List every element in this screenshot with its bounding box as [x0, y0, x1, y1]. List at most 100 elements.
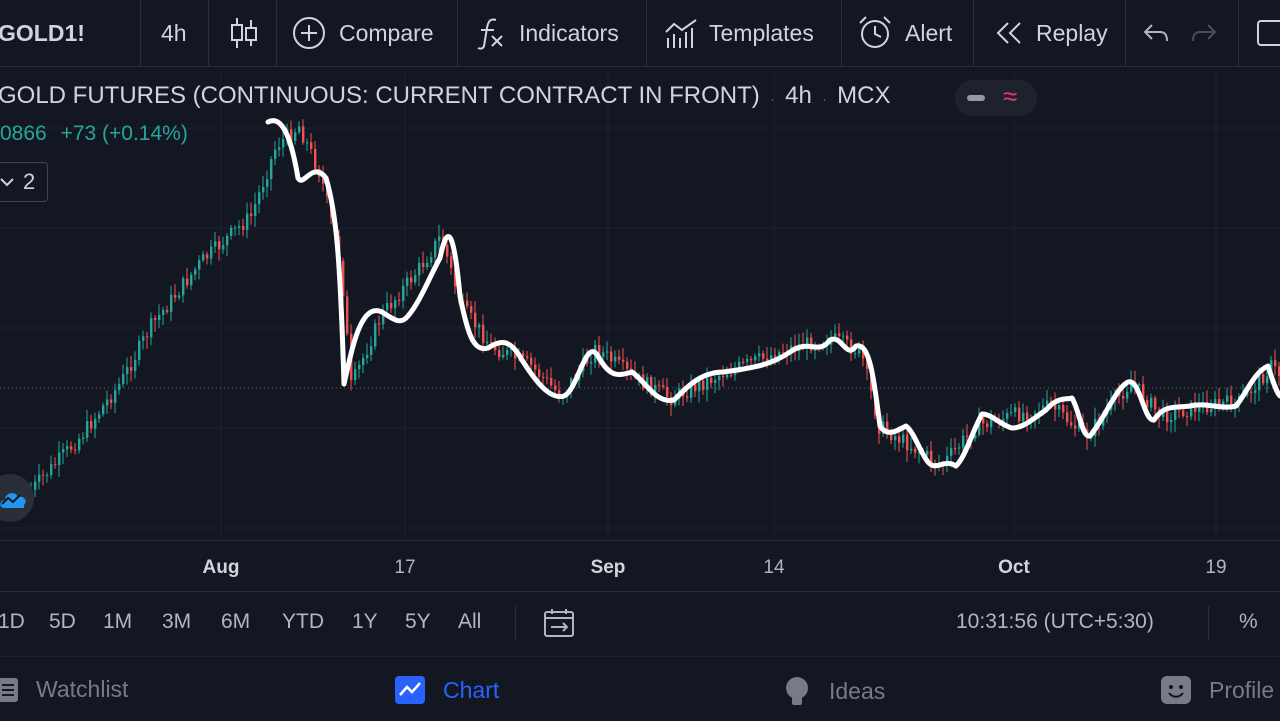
- range-5y[interactable]: 5Y: [405, 610, 431, 633]
- candle-body: [114, 390, 117, 403]
- candle-body: [618, 356, 621, 360]
- candle-body: [74, 449, 77, 451]
- nav-chart[interactable]: Chart: [395, 676, 499, 704]
- candle-body: [402, 285, 405, 301]
- candle-body: [130, 367, 133, 371]
- candle-body: [410, 277, 413, 283]
- percent-toggle[interactable]: %: [1239, 610, 1258, 633]
- calendar-arrow-icon: [544, 609, 574, 637]
- candle-body: [746, 359, 749, 362]
- range-5d[interactable]: 5D: [49, 610, 76, 633]
- candle-body: [890, 432, 893, 441]
- candle-body: [54, 464, 57, 466]
- candle-body: [950, 448, 953, 456]
- candle-body: [1166, 408, 1169, 423]
- candle-body: [846, 335, 849, 340]
- candle-body: [490, 341, 493, 343]
- plus-circle-icon: [293, 17, 325, 49]
- interval-button[interactable]: 4h: [161, 0, 187, 66]
- undo-button[interactable]: [1142, 0, 1170, 66]
- cloud-button[interactable]: [0, 474, 34, 522]
- range-1y[interactable]: 1Y: [352, 610, 378, 633]
- candle-body: [358, 364, 361, 370]
- candle-body: [742, 361, 745, 363]
- indicators-toggle[interactable]: 2: [0, 162, 48, 202]
- layout-button[interactable]: [1256, 0, 1280, 66]
- candle-body: [354, 369, 357, 381]
- candle-body: [174, 294, 177, 298]
- candle-body: [126, 367, 129, 375]
- chevron-down-icon: [0, 178, 14, 187]
- candle-body: [218, 241, 221, 250]
- indicators-button[interactable]: Indicators: [476, 0, 619, 66]
- candle-body: [1018, 407, 1021, 422]
- candle-body: [486, 341, 489, 344]
- axis-label-sep: Sep: [590, 557, 626, 578]
- compare-button[interactable]: Compare: [292, 0, 434, 66]
- candle-body: [858, 345, 861, 354]
- candle-body: [382, 309, 385, 325]
- candle-body: [718, 375, 721, 381]
- nav-watchlist[interactable]: Watchlist: [0, 676, 128, 703]
- legend-separator: ·: [822, 92, 827, 106]
- symbol-button[interactable]: GOLD1!: [0, 0, 85, 66]
- candle-body: [62, 449, 65, 453]
- chart-type-button[interactable]: [229, 0, 259, 66]
- candle-body: [202, 254, 205, 261]
- candle-body: [506, 349, 509, 355]
- candle-body: [106, 399, 109, 406]
- candle-body: [930, 450, 933, 463]
- replay-button[interactable]: Replay: [994, 0, 1108, 66]
- candle-body: [1154, 397, 1157, 410]
- view-toggle[interactable]: ≈: [955, 80, 1037, 116]
- legend-exchange: MCX: [837, 82, 891, 109]
- square-icon: [1257, 20, 1280, 46]
- nav-profile[interactable]: Profile: [1161, 676, 1274, 704]
- time-axis[interactable]: [0, 540, 1280, 591]
- candle-body: [50, 464, 53, 476]
- range-1m[interactable]: 1M: [103, 610, 133, 633]
- candle-body: [1026, 412, 1029, 420]
- candle-body: [918, 452, 921, 454]
- price-chart[interactable]: [0, 66, 1280, 540]
- templates-button[interactable]: Templates: [664, 0, 814, 66]
- chart-pane[interactable]: [0, 66, 1280, 540]
- templates-label: Templates: [709, 19, 814, 46]
- axis-label-19: 19: [1205, 557, 1227, 578]
- clock-readout[interactable]: 10:31:56 (UTC+5:30): [956, 610, 1154, 633]
- candle-body: [894, 436, 897, 441]
- nav-ideas[interactable]: Ideas: [783, 676, 885, 706]
- candle-body: [650, 377, 653, 395]
- symbol-legend[interactable]: GOLD FUTURES (CONTINUOUS: CURRENT CONTRA…: [0, 82, 891, 110]
- candle-body: [366, 354, 369, 358]
- range-3m[interactable]: 3M: [162, 610, 192, 633]
- candle-body: [782, 352, 785, 354]
- candle-body: [1182, 410, 1185, 417]
- price-readout: 0866 +73 (+0.14%): [0, 122, 188, 146]
- candle-body: [1178, 408, 1181, 411]
- symbol-title: GOLD FUTURES (CONTINUOUS: CURRENT CONTRA…: [0, 82, 760, 109]
- candle-body: [614, 356, 617, 362]
- candle-body: [722, 375, 725, 378]
- range-ytd[interactable]: YTD: [282, 610, 324, 633]
- range-all[interactable]: All: [458, 610, 482, 633]
- range-6m[interactable]: 6M: [221, 610, 251, 633]
- candle-body: [526, 356, 529, 358]
- candle-body: [466, 300, 469, 307]
- range-1d[interactable]: 1D: [0, 610, 25, 633]
- candle-body: [306, 142, 309, 144]
- candle-body: [58, 452, 61, 466]
- candle-body: [854, 353, 857, 355]
- goto-date-button[interactable]: [543, 608, 575, 643]
- candle-body: [906, 434, 909, 451]
- candle-body: [102, 405, 105, 415]
- alert-button[interactable]: Alert: [857, 0, 952, 66]
- redo-button[interactable]: [1190, 0, 1218, 66]
- top-toolbar: GOLD1! 4h Compare Indicators: [0, 0, 1280, 67]
- candle-body: [1266, 376, 1269, 384]
- candle-body: [446, 244, 449, 257]
- candle-body: [206, 254, 209, 259]
- compare-label: Compare: [339, 19, 434, 46]
- candle-body: [162, 310, 165, 316]
- candle-body: [394, 299, 397, 309]
